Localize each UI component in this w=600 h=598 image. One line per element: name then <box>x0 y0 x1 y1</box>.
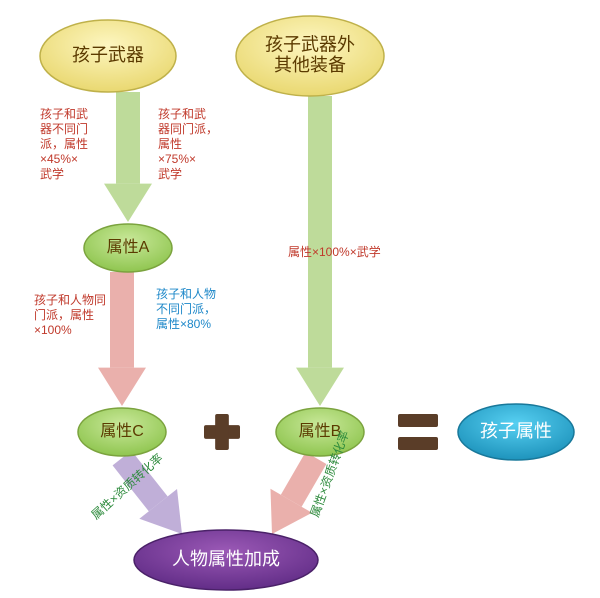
svg-text:孩子和人物: 孩子和人物 <box>156 287 216 301</box>
node-character-bonus-label: 人物属性加成 <box>172 549 280 569</box>
annotation-a1: 孩子和武器不同门派，属性×45%×武学 <box>40 107 88 181</box>
node-character-bonus: 人物属性加成 <box>134 530 318 590</box>
svg-text:孩子和武: 孩子和武 <box>158 107 206 121</box>
annotation-a5: 孩子和人物不同门派，属性×80% <box>156 287 216 331</box>
node-child-attr: 孩子属性 <box>458 404 574 460</box>
node-attr-a-label: 属性A <box>107 238 150 256</box>
svg-text:×45%×: ×45%× <box>40 152 78 166</box>
annotation-a3: 属性×100%×武学 <box>288 244 381 259</box>
node-other-equipment-label: 其他装备 <box>274 55 346 75</box>
svg-text:属性: 属性 <box>158 137 182 151</box>
svg-text:×100%: ×100% <box>34 323 72 337</box>
node-child-weapon-label: 孩子武器 <box>72 45 144 65</box>
svg-text:器同门派，: 器同门派， <box>158 121 218 136</box>
svg-text:不同门派，: 不同门派， <box>156 301 216 316</box>
node-child-weapon: 孩子武器 <box>40 20 176 92</box>
node-attr-c: 属性C <box>78 408 166 456</box>
arrow-weapon-to-a <box>104 92 152 222</box>
svg-text:武学: 武学 <box>40 166 64 181</box>
svg-text:孩子和武: 孩子和武 <box>40 107 88 121</box>
node-attr-b: 属性B <box>276 408 364 456</box>
annotation-a2: 孩子和武器同门派，属性×75%×武学 <box>158 107 218 181</box>
svg-text:孩子和人物同: 孩子和人物同 <box>34 293 106 307</box>
node-child-attr-label: 孩子属性 <box>480 421 552 441</box>
svg-text:属性×100%×武学: 属性×100%×武学 <box>288 244 381 259</box>
svg-text:武学: 武学 <box>158 166 182 181</box>
node-other-equipment: 孩子武器外其他装备 <box>236 16 384 96</box>
svg-text:门派，属性: 门派，属性 <box>34 307 94 322</box>
node-other-equipment-label: 孩子武器外 <box>265 34 355 54</box>
svg-text:×75%×: ×75%× <box>158 152 196 166</box>
svg-text:器不同门: 器不同门 <box>40 121 88 136</box>
annotation-a4: 孩子和人物同门派，属性×100% <box>34 293 106 337</box>
node-attr-a: 属性A <box>84 224 172 272</box>
plus-icon <box>204 414 240 450</box>
svg-text:派，属性: 派，属性 <box>40 137 88 151</box>
svg-text:属性×80%: 属性×80% <box>156 317 211 331</box>
equals-icon <box>398 414 438 450</box>
node-attr-c-label: 属性C <box>100 422 144 440</box>
